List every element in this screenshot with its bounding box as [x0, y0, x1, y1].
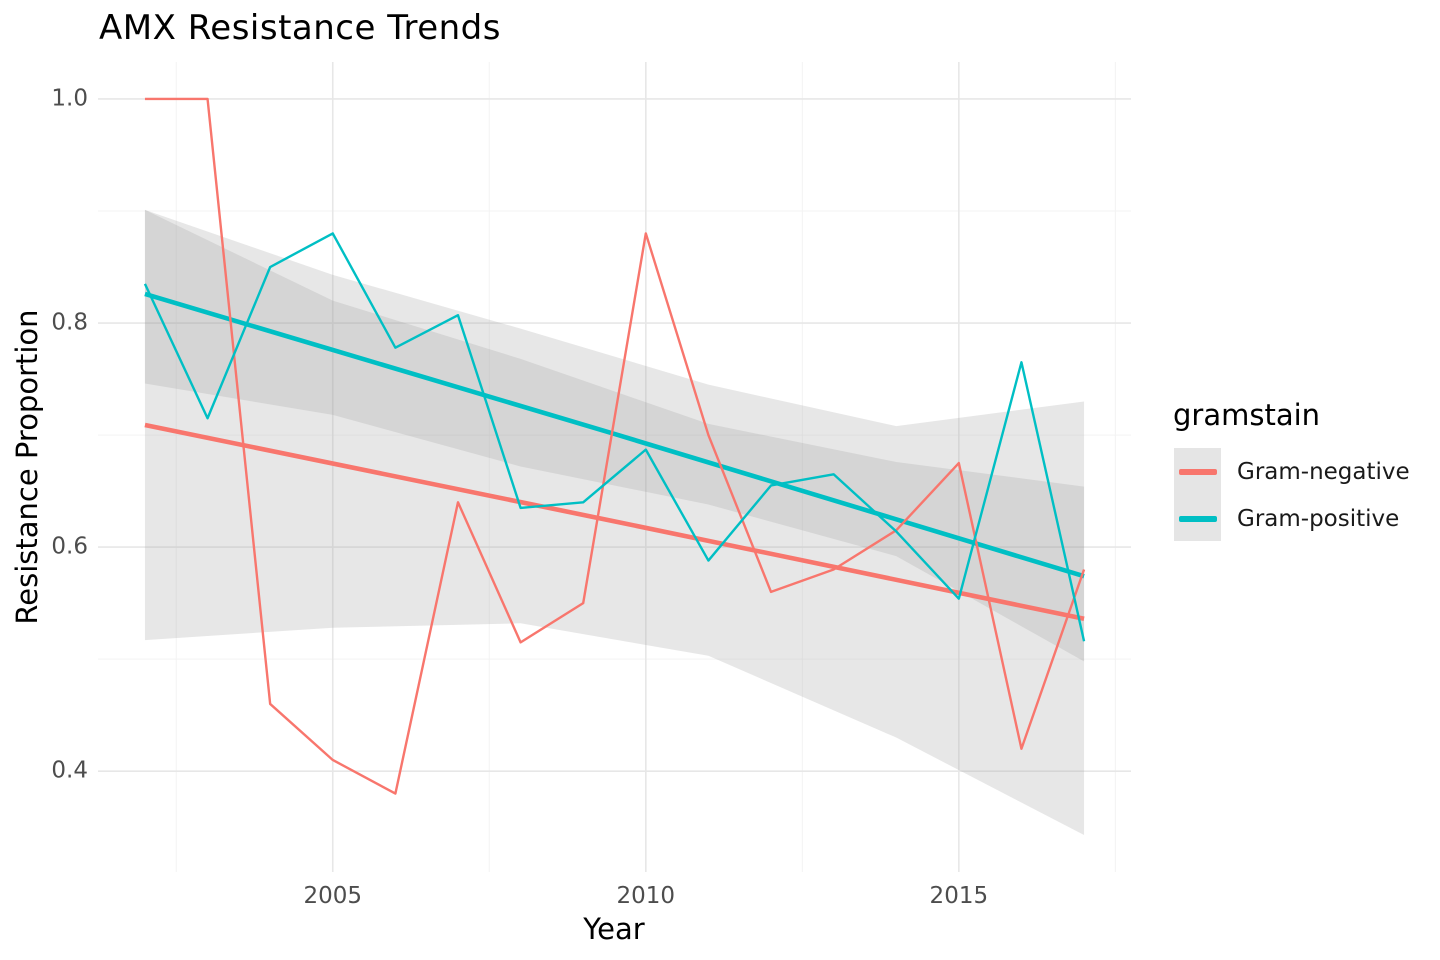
y-axis-title: Resistance Proportion — [10, 309, 44, 625]
y-tick-label: 0.8 — [51, 309, 88, 336]
gram-negative-line-swatch — [1179, 468, 1217, 475]
legend-label-gram-negative: Gram-negative — [1237, 458, 1410, 485]
y-tick-label: 1.0 — [51, 85, 88, 112]
y-tick-label: 0.4 — [51, 757, 88, 784]
gram-positive-line-swatch — [1179, 515, 1217, 522]
legend-keys: Gram-negative Gram-positive — [1173, 448, 1410, 542]
x-axis-title: Year — [583, 912, 645, 946]
legend-label-gram-positive: Gram-positive — [1237, 505, 1400, 532]
data-line-gram-negative — [144, 97, 1086, 795]
chart-title: AMX Resistance Trends — [99, 8, 501, 48]
y-tick-label: 0.6 — [51, 533, 88, 560]
x-tick-label: 2015 — [929, 883, 989, 909]
legend-item-gram-positive: Gram-positive — [1173, 495, 1410, 542]
x-tick-label: 2010 — [616, 883, 676, 909]
legend-item-gram-negative: Gram-negative — [1173, 448, 1410, 495]
data-line-gram-positive — [143, 232, 1086, 642]
trend-line-gram-positive — [144, 291, 1085, 579]
legend-title: gramstain — [1173, 398, 1321, 432]
x-tick-label: 2005 — [303, 883, 363, 909]
legend-key-background — [1174, 448, 1221, 541]
legend: gramstain Gram-negative Gram-positive — [1173, 398, 1410, 542]
trend-line-gram-negative — [144, 422, 1085, 622]
